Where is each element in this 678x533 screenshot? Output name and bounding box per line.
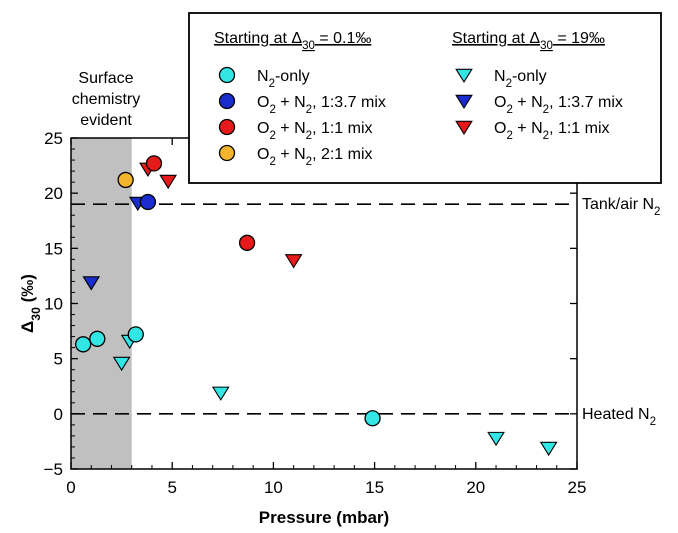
x-tick-label: 20 xyxy=(466,478,485,497)
series-o2-n2-1-3-7-mix-circle xyxy=(139,193,157,211)
data-point xyxy=(211,386,230,401)
y-axis-title: Δ30​ (‰) xyxy=(18,274,43,333)
legend-heading: Starting at Δ30​ = 19‰ xyxy=(452,30,605,52)
legend-label: O2​ + N2​, 2:1 mix xyxy=(257,146,373,168)
y-tick-label: 0 xyxy=(54,405,63,424)
legend-label: O2​ + N2​, 1:1 mix xyxy=(494,120,610,142)
data-point xyxy=(539,441,558,457)
data-point xyxy=(74,336,92,353)
legend-label: O2​ + N2​, 1:3.7 mix xyxy=(257,94,386,116)
y-tick-label: −5 xyxy=(44,460,63,479)
series-n2-only-triangle xyxy=(112,334,558,457)
plot-frame xyxy=(70,137,578,470)
y-tick-label: 10 xyxy=(44,295,63,314)
data-point xyxy=(145,155,163,172)
x-tick-label: 5 xyxy=(167,478,176,497)
x-tick-label: 10 xyxy=(264,478,283,497)
data-point xyxy=(82,276,101,291)
legend-heading: Starting at Δ30​ = 0.1‰ xyxy=(214,30,371,52)
legend-box xyxy=(188,12,662,184)
data-point xyxy=(364,410,381,427)
legend-label: O2​ + N2​, 1:1 mix xyxy=(257,120,373,142)
data-point xyxy=(139,193,157,211)
data-point xyxy=(487,431,505,447)
series-o2-n2-1-1-mix-triangle xyxy=(139,162,303,269)
legend-label: N2​-only xyxy=(494,68,547,90)
y-tick-label: 5 xyxy=(54,350,63,369)
y-tick-label: 15 xyxy=(44,239,63,258)
data-point xyxy=(159,174,178,190)
data-point xyxy=(127,326,144,343)
legend-marker xyxy=(455,94,473,110)
surface-chemistry-label: Surface chemistry evident xyxy=(72,70,140,129)
data-point xyxy=(284,254,303,269)
series-o2-n2-1-1-mix-circle xyxy=(145,155,256,251)
x-tick-label: 15 xyxy=(365,478,384,497)
series-n2-only-circle xyxy=(74,326,381,427)
y-tick-label: 25 xyxy=(44,129,63,148)
data-point xyxy=(89,330,106,347)
data-point xyxy=(238,234,256,251)
legend-marker xyxy=(455,120,473,136)
legend-label: N2​-only xyxy=(257,68,310,90)
legend-marker xyxy=(218,66,236,84)
reference-line-label: Heated N2​ xyxy=(582,406,656,428)
x-tick-label: 0 xyxy=(66,478,75,497)
y-tick-label: 20 xyxy=(44,184,63,203)
legend-marker xyxy=(218,118,236,136)
legend-marker xyxy=(218,92,236,110)
reference-line-label: Tank/air N2​ xyxy=(582,196,660,218)
series-o2-n2-2-1-mix-circle xyxy=(117,171,134,189)
data-point xyxy=(112,356,131,372)
x-tick-label: 25 xyxy=(568,478,587,497)
data-point xyxy=(117,171,134,189)
legend-label: O2​ + N2​, 1:3.7 mix xyxy=(494,94,623,116)
surface-chemistry-region xyxy=(71,138,132,469)
legend-marker xyxy=(455,68,473,84)
x-axis-title: Pressure (mbar) xyxy=(259,508,389,527)
legend-marker xyxy=(218,144,236,162)
